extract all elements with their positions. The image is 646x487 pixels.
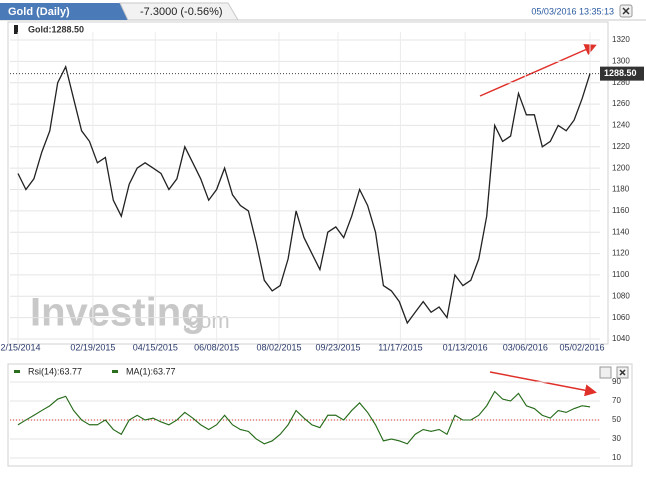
legend-label: Rsi(14):63.77 [28,366,82,376]
timestamp: 05/03/2016 13:35:13 [531,6,614,16]
y-tick-label: 1260 [612,99,630,108]
price-change: -7.3000 (-0.56%) [140,6,223,18]
y-tick-label: 1240 [612,121,630,130]
y-tick-label: 30 [612,434,621,443]
x-tick-label: 05/02/2016 [559,342,604,352]
x-tick-label: 03/06/2016 [503,342,548,352]
y-tick-label: 1120 [612,249,630,258]
series-line [17,390,591,445]
main-frame [7,21,609,345]
legend-label: Gold:1288.50 [28,24,84,34]
y-tick-label: 1080 [612,291,630,300]
y-tick-label: 1160 [612,206,630,215]
legend-swatch [14,370,20,373]
rsi-frame [7,363,633,467]
y-tick-label: 70 [612,396,621,405]
y-tick-label: 1140 [612,227,630,236]
y-tick-label: 90 [612,377,621,386]
series-line [17,64,591,325]
y-tick-label: 50 [612,415,621,424]
legend-label: MA(1):63.77 [126,366,176,376]
x-tick-label: 04/15/2015 [133,342,178,352]
y-tick-label: 1040 [612,334,630,343]
x-tick-label: 11/17/2015 [378,342,422,352]
close-panel-icon [619,369,626,376]
change-bg [119,2,239,21]
y-tick-label: 1060 [612,313,630,322]
x-tick-label: 01/13/2016 [443,342,488,352]
last-value-box [600,66,644,81]
y-tick-label: 1200 [612,163,630,172]
y-tick-label: 1300 [612,56,630,65]
x-tick-label: 08/02/2015 [257,342,302,352]
y-tick-label: 1280 [612,78,630,87]
legend-swatch [112,370,118,373]
legend-swatch [14,25,18,34]
watermark: Investing [30,291,206,335]
x-tick-label: 12/15/2014 [0,342,41,352]
y-tick-label: 1180 [612,185,630,194]
last-value-label: 1288.50 [604,68,637,78]
x-tick-label: 02/19/2015 [70,342,115,352]
close-icon [622,7,630,15]
tab-title: Gold (Daily) [8,6,70,18]
y-tick-label: 1100 [612,270,630,279]
y-tick-label: 1220 [612,142,630,151]
watermark-suffix: .com [182,308,230,333]
y-tick-label: 10 [612,453,621,462]
tab-bg [0,3,128,20]
x-tick-label: 09/23/2015 [316,342,361,352]
minimize-button[interactable] [599,366,612,379]
annotation-arrow [479,44,597,97]
y-tick-label: 1320 [612,35,630,44]
x-tick-label: 06/08/2015 [194,342,239,352]
